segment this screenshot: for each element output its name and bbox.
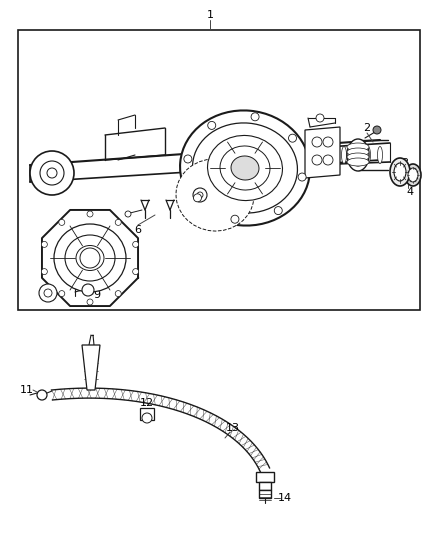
- Circle shape: [41, 269, 47, 274]
- Ellipse shape: [394, 163, 406, 181]
- Bar: [259, 490, 271, 498]
- Ellipse shape: [390, 158, 410, 186]
- Circle shape: [194, 194, 201, 202]
- Circle shape: [87, 211, 93, 217]
- Circle shape: [142, 413, 152, 423]
- Ellipse shape: [76, 246, 104, 271]
- Ellipse shape: [176, 159, 254, 231]
- Circle shape: [251, 113, 259, 121]
- Ellipse shape: [408, 168, 418, 182]
- Circle shape: [30, 151, 74, 195]
- Circle shape: [39, 284, 57, 302]
- Circle shape: [87, 299, 93, 305]
- Ellipse shape: [347, 148, 369, 156]
- Ellipse shape: [318, 147, 322, 164]
- Circle shape: [40, 161, 64, 185]
- Circle shape: [115, 290, 121, 296]
- Circle shape: [47, 168, 57, 178]
- Circle shape: [133, 241, 139, 247]
- Polygon shape: [305, 127, 340, 178]
- Circle shape: [312, 137, 322, 147]
- Ellipse shape: [365, 147, 371, 164]
- Ellipse shape: [378, 147, 382, 164]
- Circle shape: [44, 289, 52, 297]
- Circle shape: [59, 220, 65, 225]
- Bar: [140, 408, 154, 420]
- Bar: [259, 482, 271, 490]
- Circle shape: [37, 390, 47, 400]
- Text: 1: 1: [206, 10, 213, 20]
- Circle shape: [193, 188, 207, 202]
- Ellipse shape: [353, 147, 358, 164]
- Ellipse shape: [65, 235, 115, 281]
- Circle shape: [316, 114, 324, 122]
- Circle shape: [298, 173, 306, 181]
- Circle shape: [82, 284, 94, 296]
- Text: 11: 11: [20, 385, 34, 395]
- Text: 8: 8: [39, 288, 46, 298]
- Text: 12: 12: [140, 398, 154, 408]
- Text: 4: 4: [406, 187, 413, 197]
- Circle shape: [184, 155, 192, 163]
- Ellipse shape: [347, 158, 369, 166]
- Ellipse shape: [208, 135, 283, 200]
- Text: 5: 5: [205, 213, 212, 223]
- Circle shape: [289, 134, 297, 142]
- Ellipse shape: [347, 153, 369, 161]
- Ellipse shape: [220, 146, 270, 190]
- Ellipse shape: [193, 123, 297, 213]
- Polygon shape: [82, 345, 100, 390]
- Ellipse shape: [342, 147, 346, 164]
- Circle shape: [208, 122, 216, 130]
- Text: 14: 14: [278, 493, 292, 503]
- Ellipse shape: [231, 156, 259, 180]
- Ellipse shape: [180, 110, 310, 225]
- Text: 13: 13: [226, 423, 240, 433]
- Ellipse shape: [329, 147, 335, 164]
- Bar: [18, 30, 420, 310]
- Circle shape: [323, 155, 333, 165]
- Circle shape: [197, 192, 203, 198]
- Ellipse shape: [405, 164, 421, 186]
- Text: 10: 10: [86, 350, 100, 360]
- Ellipse shape: [347, 139, 369, 171]
- Circle shape: [125, 211, 131, 217]
- Circle shape: [133, 269, 139, 274]
- Bar: [256, 472, 274, 482]
- Ellipse shape: [351, 144, 365, 166]
- Ellipse shape: [54, 224, 126, 292]
- Circle shape: [115, 220, 121, 225]
- Text: 7: 7: [77, 257, 84, 267]
- Circle shape: [373, 126, 381, 134]
- Text: 3: 3: [402, 158, 409, 168]
- Text: 9: 9: [93, 290, 101, 300]
- Circle shape: [312, 155, 322, 165]
- Circle shape: [80, 248, 100, 268]
- Text: 2: 2: [364, 123, 371, 133]
- Circle shape: [59, 290, 65, 296]
- Circle shape: [323, 137, 333, 147]
- Circle shape: [41, 241, 47, 247]
- Text: 6: 6: [134, 225, 141, 235]
- Circle shape: [274, 207, 282, 215]
- Circle shape: [231, 215, 239, 223]
- Ellipse shape: [347, 143, 369, 151]
